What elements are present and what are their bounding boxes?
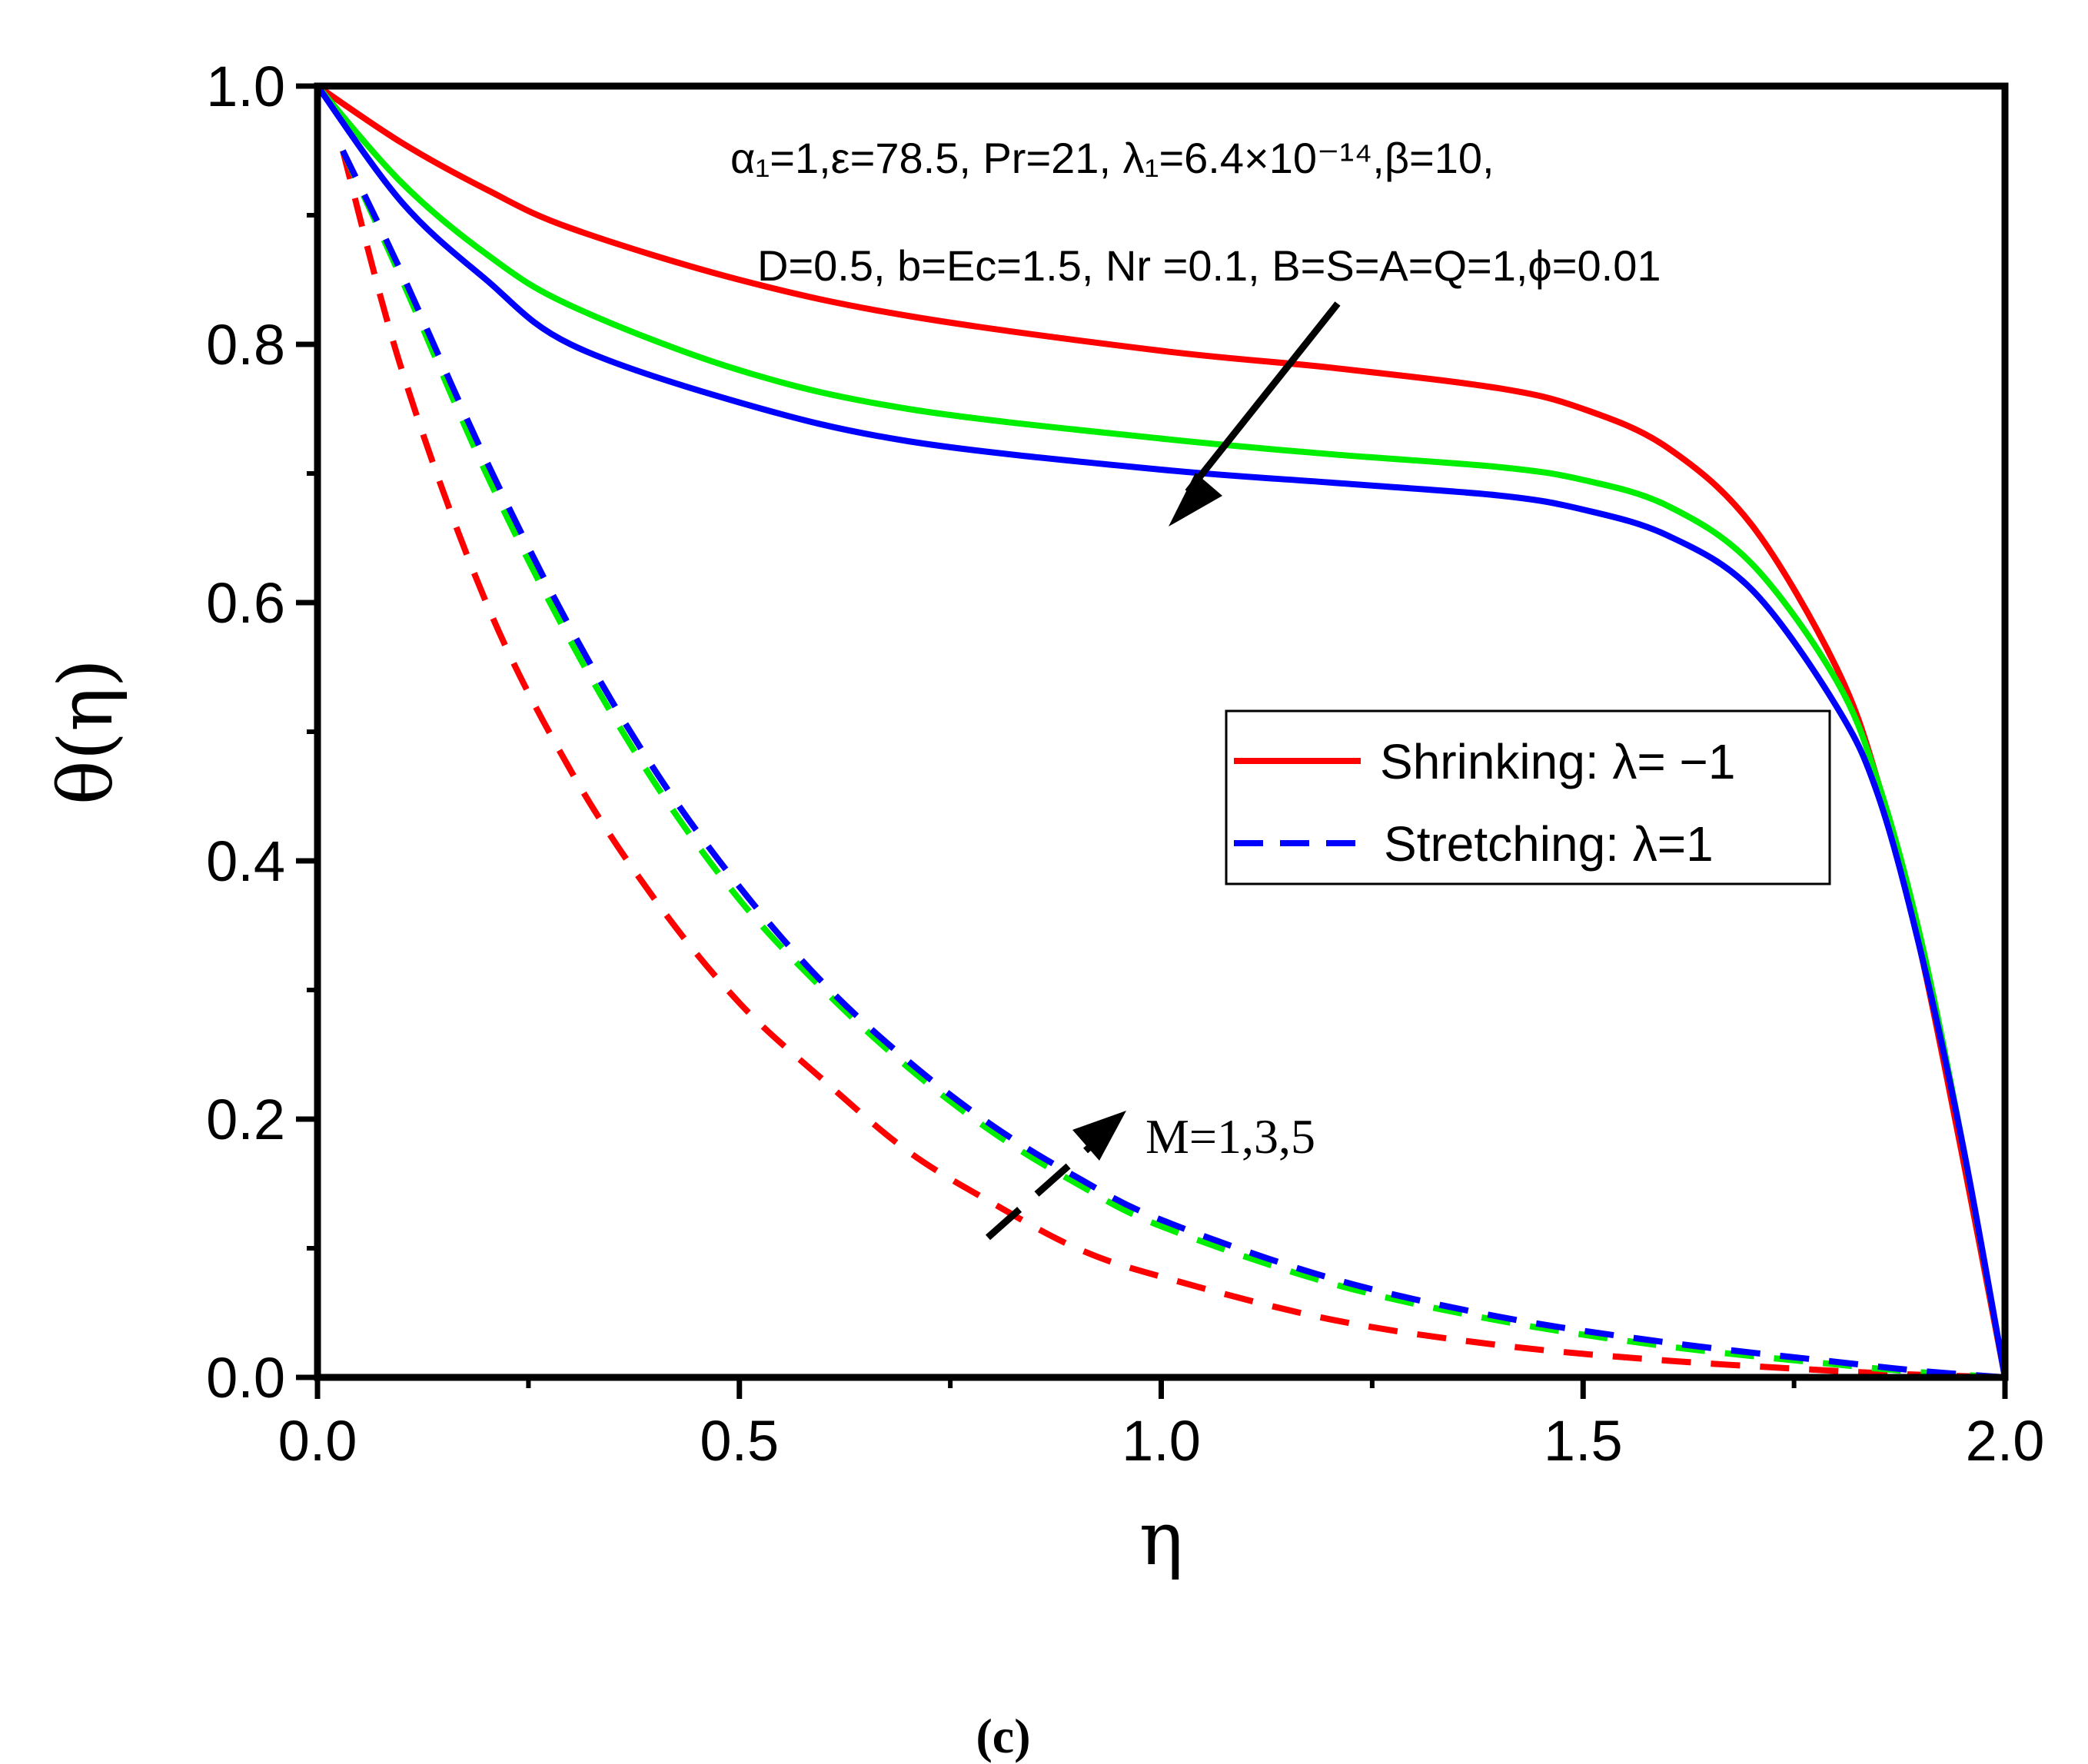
legend: Shrinking: λ= −1 Stretching: λ=1: [1225, 709, 1831, 885]
x-tick-label: 0.5: [700, 1409, 779, 1473]
m-increase-arrow-head: [1072, 1111, 1126, 1161]
x-tick-label: 0.0: [278, 1409, 357, 1473]
m-arrow-head: [1169, 473, 1222, 527]
x-axis-title: η: [1139, 1496, 1184, 1582]
series-layer: [314, 83, 2008, 1380]
parameter-text-line2: D=0.5, b=Ec=1.5, Nr =0.1, B=S=A=Q=1,ϕ=0.…: [757, 241, 1661, 290]
x-tick-label: 1.0: [1122, 1409, 1201, 1473]
legend-box: [1225, 709, 1831, 885]
y-tick-label: 0.2: [206, 1088, 285, 1151]
y-tick-label: 0.6: [206, 571, 285, 635]
y-tick-label: 0.4: [206, 829, 285, 893]
y-tick-label: 1.0: [206, 55, 285, 118]
series-line-1: [314, 84, 2008, 1378]
m-increase-arrow-line: [986, 1142, 1094, 1241]
y-tick-label: 0.8: [206, 313, 285, 377]
parameter-text-line1: α₁=1,ε=78.5, Pr=21, λ₁=6.4×10⁻¹⁴,β=10,: [730, 134, 1495, 182]
axes-layer: 0.0 0.5 1.0 1.5 2.0 0.0 0.2 0.4 0.6 0.8 1.0 η θ(η): [43, 55, 2044, 1582]
annotation-layer: α₁=1,ε=78.5, Pr=21, λ₁=6.4×10⁻¹⁴,β=10, D…: [730, 134, 1661, 1763]
y-axis-title: θ(η): [43, 659, 129, 805]
x-tick-label: 2.0: [1966, 1409, 2045, 1473]
series-line-5: [340, 149, 2006, 1380]
panel-label: (c): [976, 1709, 1030, 1763]
m-label: M=1,3,5: [1145, 1109, 1315, 1164]
legend-label-shrinking: Shrinking: λ= −1: [1380, 734, 1736, 789]
series-line-3: [340, 149, 2006, 1380]
legend-label-stretching: Stretching: λ=1: [1384, 816, 1714, 872]
m-arrow-line: [1185, 301, 1341, 494]
y-tick-label: 0.0: [206, 1346, 285, 1410]
x-tick-label: 1.5: [1544, 1409, 1623, 1473]
series-line-2: [314, 84, 2008, 1378]
